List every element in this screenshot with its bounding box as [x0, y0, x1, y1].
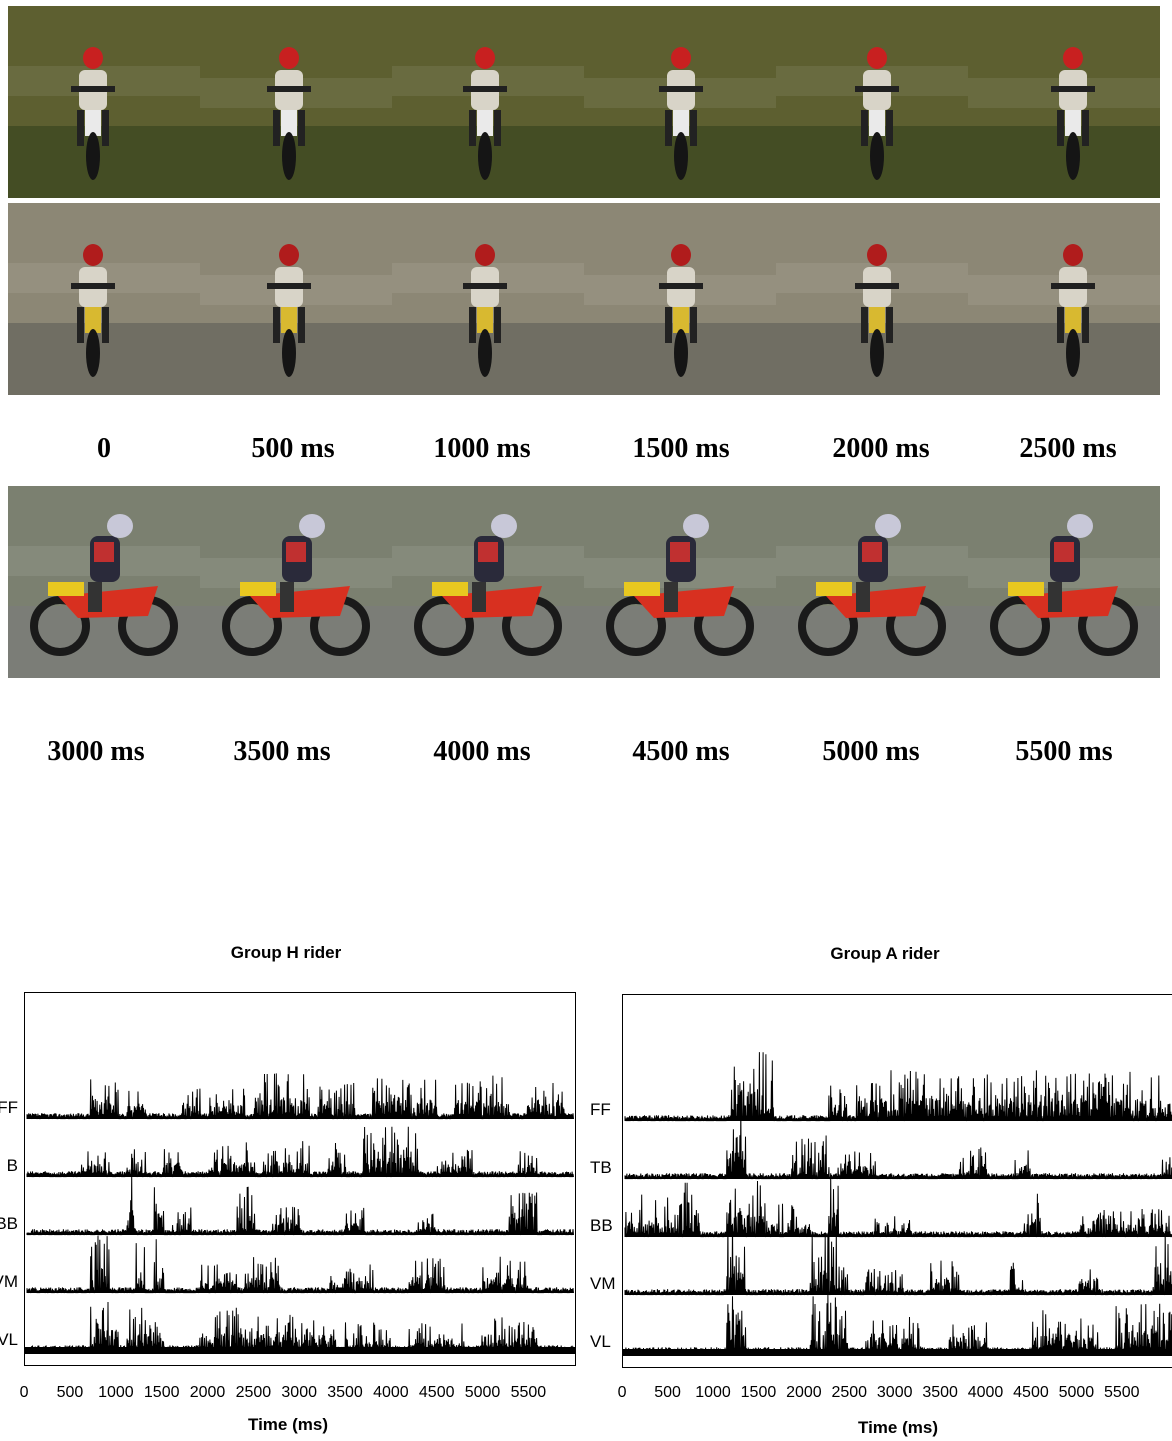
- video-frame: [776, 6, 968, 198]
- x-tick-label: 4000: [967, 1384, 1004, 1401]
- emg-trace-vm: [624, 1223, 1172, 1296]
- time-label: 3000 ms: [47, 736, 145, 767]
- channel-label-vl: VL: [0, 1330, 18, 1349]
- video-frame: [776, 203, 968, 395]
- emg-trace-vl: [624, 1294, 1172, 1354]
- chart-title-group-a: Group A rider: [830, 944, 940, 963]
- channel-label-bb: BB: [590, 1216, 613, 1235]
- emg-trace-bb: [624, 1175, 1172, 1238]
- x-tick-label: 2500: [235, 1384, 272, 1401]
- channel-label-vm: VM: [0, 1272, 18, 1291]
- frame-row-2: [8, 203, 1160, 395]
- emg-trace-ff: [26, 1073, 574, 1120]
- chart-title-group-h: Group H rider: [230, 943, 342, 962]
- time-label: 2000 ms: [832, 433, 930, 464]
- emg-trace-ff: [624, 1052, 1172, 1122]
- video-frame: [968, 6, 1160, 198]
- channel-label-bb: BB: [0, 1214, 18, 1233]
- emg-trace-vl: [26, 1301, 574, 1352]
- channel-label-vm: VM: [590, 1274, 616, 1293]
- emg-trace-vm: [26, 1235, 574, 1294]
- x-tick-label: 5500: [1103, 1384, 1140, 1401]
- x-tick-label: 2500: [831, 1384, 868, 1401]
- emg-plot-group-a: [622, 994, 1172, 1368]
- video-frame: [8, 6, 200, 198]
- x-tick-label: 5000: [464, 1384, 501, 1401]
- video-frame: [8, 203, 200, 395]
- x-tick-label: 5500: [510, 1384, 547, 1401]
- x-tick-label: 5000: [1058, 1384, 1095, 1401]
- video-frame: [392, 6, 584, 198]
- time-label: 0: [97, 433, 111, 464]
- frame-row-1: [8, 6, 1160, 198]
- x-tick-label: 500: [56, 1384, 84, 1401]
- x-axis-label-group-h: Time (ms): [248, 1415, 328, 1434]
- baseline-band: [623, 1349, 1172, 1356]
- x-tick-label: 3000: [281, 1384, 317, 1401]
- emg-traces-group-a: [623, 1052, 1172, 1356]
- video-frame: [200, 203, 392, 395]
- video-frame: [776, 486, 968, 678]
- x-tick-label: 1000: [98, 1384, 134, 1401]
- video-frame: [584, 486, 776, 678]
- time-label: 4500 ms: [632, 736, 730, 767]
- time-label: 3500 ms: [233, 736, 331, 767]
- time-label: 500 ms: [251, 433, 335, 464]
- video-frame: [200, 6, 392, 198]
- channel-label-tb: TB: [590, 1158, 612, 1177]
- x-tick-label: 3500: [327, 1384, 363, 1401]
- video-frame: [392, 486, 584, 678]
- emg-plot-group-h: [24, 992, 576, 1366]
- video-frame: [200, 486, 392, 678]
- emg-trace-tb: [624, 1106, 1172, 1180]
- x-tick-label: 1500: [740, 1384, 777, 1401]
- x-tick-label: 3000: [876, 1384, 913, 1401]
- x-tick-label: 3500: [922, 1384, 958, 1401]
- time-label: 1000 ms: [433, 433, 531, 464]
- time-label: 5500 ms: [1015, 736, 1113, 767]
- channel-label-tb: B: [6, 1156, 18, 1175]
- emg-trace-tb: [26, 1126, 574, 1178]
- time-label: 5000 ms: [822, 736, 920, 767]
- x-tick-label: 2000: [786, 1384, 822, 1401]
- emg-trace-bb: [26, 1174, 574, 1236]
- video-frame: [584, 6, 776, 198]
- video-frame: [968, 486, 1160, 678]
- channel-label-vl: VL: [590, 1332, 611, 1351]
- x-tick-label: 4500: [418, 1384, 455, 1401]
- x-tick-label: 1500: [143, 1384, 180, 1401]
- x-tick-label: 4000: [373, 1384, 409, 1401]
- x-tick-label: 4500: [1013, 1384, 1049, 1401]
- video-frame: [968, 203, 1160, 395]
- x-tick-label: 500: [654, 1384, 681, 1401]
- emg-traces-group-h: [25, 1073, 575, 1354]
- channel-label-ff: FF: [0, 1098, 18, 1117]
- channel-label-ff: FF: [590, 1100, 611, 1119]
- x-axis-label-group-a: Time (ms): [858, 1418, 938, 1437]
- x-tick-label: 0: [617, 1384, 627, 1401]
- x-tick-label: 2000: [189, 1384, 226, 1401]
- video-frame: [584, 203, 776, 395]
- time-label: 2500 ms: [1019, 433, 1117, 464]
- time-label: 1500 ms: [632, 433, 730, 464]
- video-frame: [392, 203, 584, 395]
- baseline-band: [25, 1347, 575, 1354]
- x-tick-label: 0: [19, 1384, 29, 1401]
- video-frame: [8, 486, 200, 678]
- frame-row-3: [8, 486, 1160, 678]
- time-label: 4000 ms: [433, 736, 531, 767]
- x-tick-label: 1000: [695, 1384, 731, 1401]
